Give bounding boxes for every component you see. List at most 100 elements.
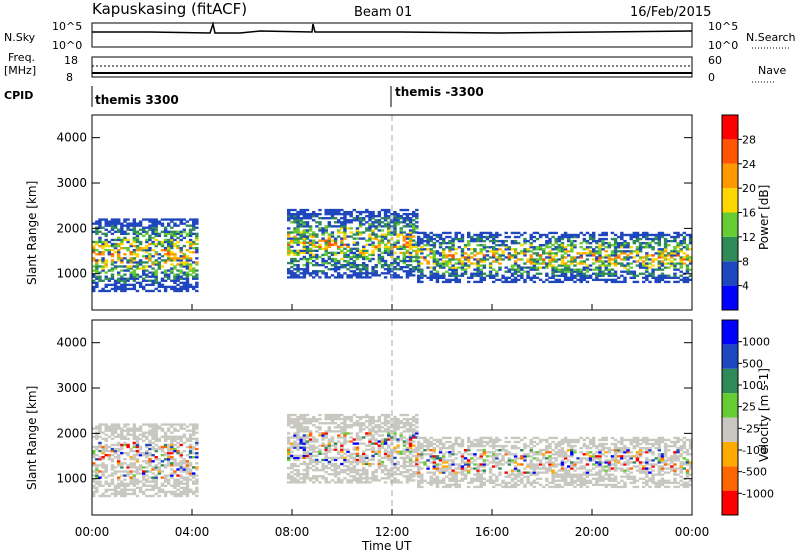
velocity-cell bbox=[358, 428, 363, 431]
velocity-cell bbox=[415, 432, 419, 435]
velocity-cell bbox=[473, 442, 477, 446]
velocity-cell bbox=[415, 473, 419, 476]
power-cell bbox=[185, 224, 190, 227]
power-cell bbox=[296, 266, 300, 269]
power-cell bbox=[642, 241, 646, 245]
velocity-cell bbox=[438, 463, 443, 466]
power-cell bbox=[123, 230, 127, 233]
power-cell bbox=[380, 237, 385, 240]
power-cell bbox=[648, 233, 652, 237]
velocity-cell bbox=[513, 453, 518, 456]
velocity-cell bbox=[423, 444, 427, 448]
velocity-cell bbox=[287, 424, 291, 427]
velocity-cell bbox=[435, 465, 440, 468]
power-cell bbox=[526, 266, 530, 269]
power-cell bbox=[673, 276, 677, 280]
velocity-cell bbox=[393, 456, 397, 460]
velocity-cell bbox=[451, 461, 455, 464]
power-cell bbox=[415, 257, 419, 261]
velocity-cell bbox=[405, 454, 410, 458]
velocity-cell bbox=[104, 488, 108, 492]
velocity-cell bbox=[488, 455, 493, 458]
velocity-cell bbox=[387, 415, 391, 419]
velocity-cell bbox=[402, 413, 407, 417]
power-cell bbox=[560, 246, 565, 249]
velocity-cell bbox=[485, 451, 490, 454]
velocity-cell bbox=[438, 467, 443, 470]
velocity-cell bbox=[142, 482, 146, 485]
power-cell bbox=[393, 268, 397, 271]
power-cell bbox=[438, 233, 443, 237]
velocity-cell bbox=[513, 485, 518, 489]
velocity-cell bbox=[387, 475, 391, 478]
power-cell bbox=[383, 208, 388, 212]
power-cell bbox=[387, 217, 391, 220]
velocity-cell bbox=[492, 473, 496, 476]
power-cell bbox=[163, 289, 168, 293]
power-cell bbox=[445, 270, 449, 273]
velocity-cell bbox=[176, 480, 180, 483]
velocity-cell bbox=[113, 431, 118, 434]
velocity-cell bbox=[145, 437, 149, 441]
power-cell bbox=[343, 251, 347, 255]
power-cell bbox=[654, 268, 658, 271]
power-cell bbox=[682, 280, 687, 284]
power-cell bbox=[417, 256, 421, 259]
velocity-cell bbox=[498, 449, 502, 452]
power-cell bbox=[182, 230, 187, 233]
velocity-cell bbox=[148, 441, 152, 445]
velocity-cell bbox=[492, 459, 496, 462]
power-cell bbox=[340, 208, 344, 212]
power-cell bbox=[548, 260, 552, 263]
velocity-cell bbox=[154, 478, 158, 481]
velocity-cell bbox=[117, 427, 121, 430]
power-cell bbox=[113, 242, 118, 246]
power-cell bbox=[355, 274, 360, 277]
velocity-cell bbox=[435, 477, 440, 480]
power-cell bbox=[538, 278, 543, 282]
velocity-cell bbox=[327, 415, 332, 419]
velocity-cell bbox=[293, 413, 297, 417]
power-cell bbox=[551, 231, 555, 235]
power-cell bbox=[513, 270, 518, 273]
velocity-cell bbox=[358, 438, 363, 441]
velocity-cell bbox=[408, 479, 413, 482]
power-cell bbox=[290, 270, 294, 273]
power-cell bbox=[321, 217, 325, 220]
power-cell bbox=[582, 276, 587, 280]
power-cell bbox=[529, 233, 533, 237]
power-cell bbox=[682, 276, 687, 280]
power-cell bbox=[673, 258, 677, 261]
power-cell bbox=[542, 258, 546, 261]
power-cell bbox=[492, 235, 496, 239]
velocity-cell bbox=[396, 438, 400, 441]
power-cell bbox=[399, 227, 403, 230]
velocity-cell bbox=[330, 462, 335, 466]
velocity-cell bbox=[98, 425, 102, 428]
power-cell bbox=[408, 229, 413, 232]
velocity-cell bbox=[170, 490, 174, 494]
velocity-cell bbox=[542, 465, 546, 468]
power-cell bbox=[163, 271, 168, 274]
power-cell bbox=[417, 237, 421, 241]
power-cell bbox=[399, 245, 403, 248]
power-cell bbox=[151, 249, 155, 252]
power-cell bbox=[682, 278, 687, 282]
power-cell bbox=[415, 217, 419, 220]
power-cell bbox=[337, 235, 341, 238]
velocity-cell bbox=[415, 458, 419, 462]
power-cell bbox=[560, 260, 565, 263]
power-cell bbox=[610, 244, 615, 247]
power-cell bbox=[579, 231, 583, 235]
velocity-cell bbox=[138, 445, 143, 449]
power-cell bbox=[551, 264, 555, 267]
velocity-cell bbox=[176, 488, 180, 492]
velocity-cell bbox=[551, 479, 555, 482]
velocity-cell bbox=[92, 427, 96, 430]
ytick-label: 3000 bbox=[56, 176, 87, 190]
velocity-cell bbox=[365, 448, 369, 451]
velocity-cell bbox=[296, 417, 300, 421]
velocity-cell bbox=[154, 437, 158, 441]
power-cell bbox=[642, 272, 646, 275]
velocity-cell bbox=[442, 446, 446, 450]
